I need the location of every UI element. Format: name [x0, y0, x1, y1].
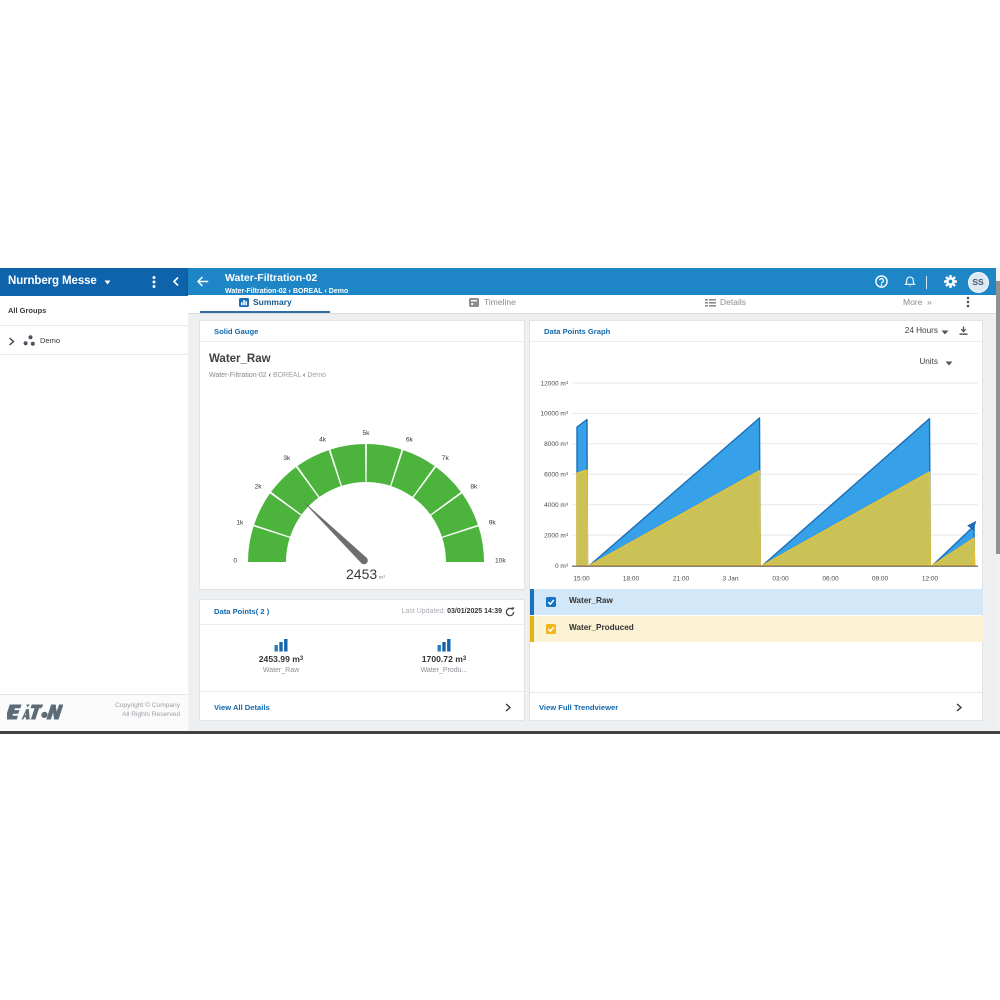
svg-text:12:00: 12:00 [922, 576, 939, 583]
svg-text:03:00: 03:00 [772, 576, 789, 583]
svg-text:4k: 4k [319, 437, 327, 444]
svg-text:3 Jan: 3 Jan [723, 576, 739, 583]
svg-text:5k: 5k [363, 430, 371, 437]
svg-text:18:00: 18:00 [623, 576, 640, 583]
svg-text:2k: 2k [255, 484, 263, 491]
svg-text:7k: 7k [442, 455, 450, 462]
svg-text:0 m³: 0 m³ [555, 563, 569, 570]
svg-text:9k: 9k [489, 519, 497, 526]
svg-text:0: 0 [233, 557, 237, 564]
svg-text:2000 m³: 2000 m³ [544, 532, 569, 539]
svg-text:6k: 6k [406, 437, 414, 444]
svg-text:1k: 1k [236, 519, 244, 526]
svg-text:6000 m³: 6000 m³ [544, 472, 569, 479]
svg-text:10k: 10k [495, 557, 506, 564]
svg-text:3k: 3k [283, 455, 291, 462]
svg-text:8k: 8k [470, 484, 478, 491]
svg-text:15:00: 15:00 [573, 576, 590, 583]
svg-text:10000 m³: 10000 m³ [541, 411, 569, 418]
svg-text:21:00: 21:00 [673, 576, 690, 583]
svg-text:12000 m³: 12000 m³ [541, 380, 569, 387]
svg-text:4000 m³: 4000 m³ [544, 502, 569, 509]
svg-text:8000 m³: 8000 m³ [544, 441, 569, 448]
svg-text:06:00: 06:00 [822, 576, 839, 583]
svg-text:09:00: 09:00 [872, 576, 889, 583]
